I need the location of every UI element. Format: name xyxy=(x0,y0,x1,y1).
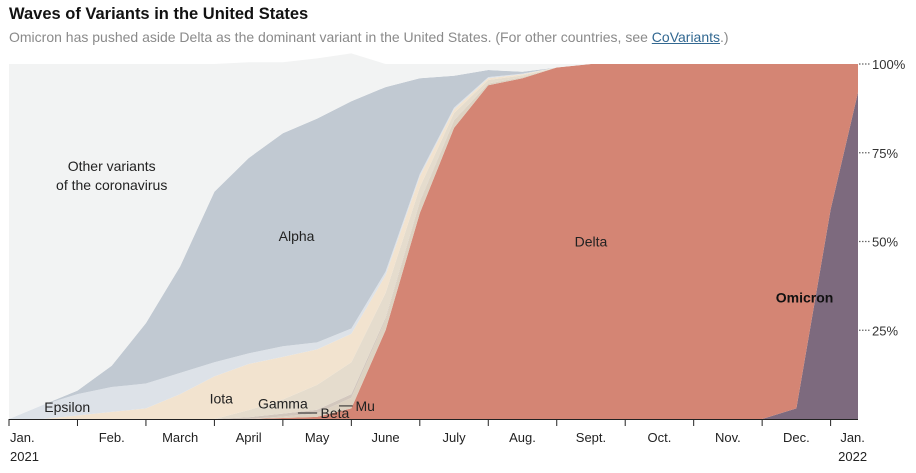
x-axis: Jan. 2021 Feb. March April May June July Aug. Sep… xyxy=(8,419,867,464)
label-mu: Mu xyxy=(355,398,374,414)
area-other xyxy=(9,53,858,419)
area-delta xyxy=(9,64,858,419)
subtitle-text: Omicron has pushed aside Delta as the do… xyxy=(9,29,652,45)
area-alpha xyxy=(9,64,858,419)
x-tick-label: Aug. xyxy=(509,430,536,445)
x-tick-label: July xyxy=(442,430,466,445)
label-omicron: Omicron xyxy=(776,290,834,306)
y-tick-label: 50% xyxy=(872,235,898,250)
x-tick-label: Oct. xyxy=(648,430,672,445)
x-tick-year: 2022 xyxy=(838,449,867,464)
x-tick-label: Sept. xyxy=(576,430,606,445)
label-epsilon: Epsilon xyxy=(44,399,90,415)
x-tick-label: March xyxy=(162,430,198,445)
label-delta: Delta xyxy=(575,234,608,250)
x-tick-label: June xyxy=(371,430,399,445)
subtitle-end: .) xyxy=(720,29,729,45)
x-tick-year: 2021 xyxy=(10,449,39,464)
x-tick-label: Jan. xyxy=(10,430,35,445)
y-tick-label: 25% xyxy=(872,323,898,338)
chart-title: Waves of Variants in the United States xyxy=(9,5,309,23)
chart-subtitle: Omicron has pushed aside Delta as the do… xyxy=(9,29,729,45)
covariants-link[interactable]: CoVariants xyxy=(651,29,721,45)
x-tick-label: Dec. xyxy=(783,430,810,445)
label-alpha: Alpha xyxy=(279,228,315,244)
series-labels: Other variants of the coronavirus Alpha Eps… xyxy=(44,158,833,421)
y-axis: 25% 50% 75% 100% xyxy=(859,57,906,338)
y-tick-label: 100% xyxy=(872,57,906,72)
label-gamma: Gamma xyxy=(258,396,308,412)
x-tick-label: April xyxy=(236,430,262,445)
label-other-line1: Other variants xyxy=(68,158,156,174)
label-other-line2: of the coronavirus xyxy=(56,177,167,193)
label-iota: Iota xyxy=(210,391,234,407)
x-tick-label: Feb. xyxy=(99,430,125,445)
x-tick-label: May xyxy=(305,430,330,445)
x-tick-label: Nov. xyxy=(715,430,741,445)
area-layers xyxy=(9,53,858,420)
label-beta: Beta xyxy=(321,405,350,421)
y-tick-label: 75% xyxy=(872,146,898,161)
x-tick-label: Jan. xyxy=(840,430,865,445)
